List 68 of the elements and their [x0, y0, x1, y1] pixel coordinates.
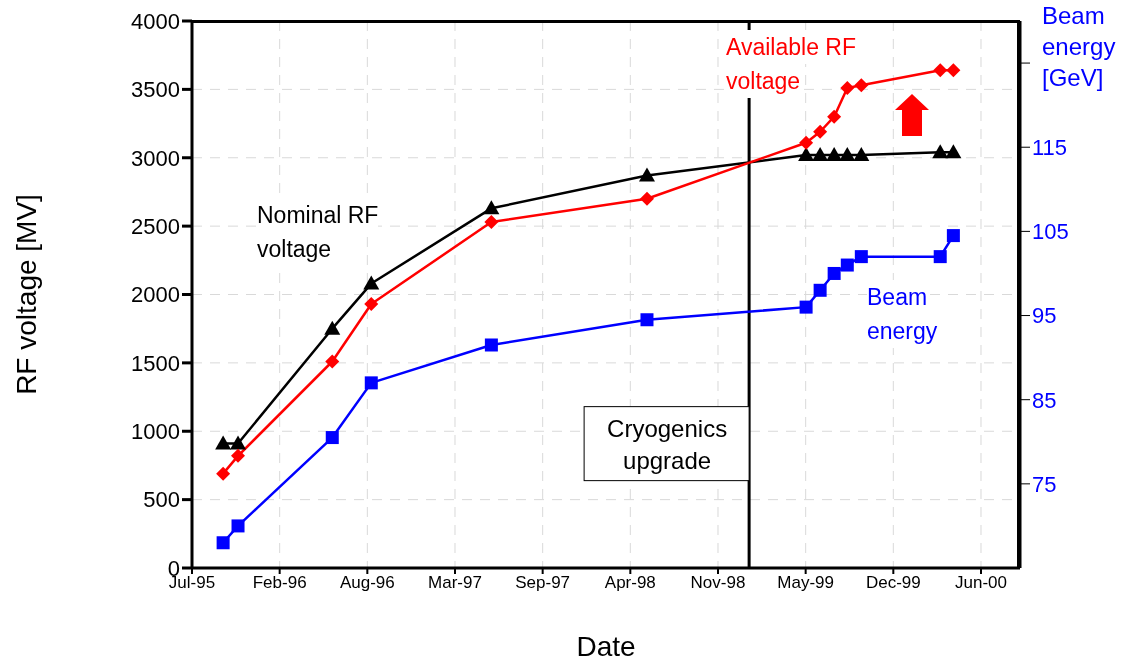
point: [483, 200, 500, 215]
y-axis-title: RF voltage [MV]: [10, 194, 42, 395]
point: [484, 215, 499, 230]
x-tick-label: Jun-00: [955, 573, 1007, 593]
point: [799, 300, 813, 314]
point: [640, 313, 654, 327]
point: [933, 250, 947, 264]
point: [325, 354, 340, 369]
point: [813, 283, 827, 297]
point: [364, 376, 378, 390]
x-tick-label: Mar-97: [428, 573, 482, 593]
point: [325, 431, 339, 445]
y-tick-label: 3500: [131, 77, 180, 103]
point: [813, 124, 828, 139]
point: [812, 147, 829, 162]
y2-tick-label: 105: [1032, 219, 1069, 245]
point: [799, 135, 814, 150]
point: [840, 258, 854, 272]
point: [230, 435, 247, 450]
point: [215, 435, 232, 450]
y-tick-label: 1500: [131, 350, 180, 376]
point: [827, 109, 842, 124]
point: [364, 297, 379, 312]
point: [798, 147, 815, 162]
x-tick-label: Aug-96: [339, 573, 395, 593]
y-tick-label: 1000: [131, 419, 180, 445]
point: [231, 519, 245, 533]
x-tick-label: Dec-99: [865, 573, 921, 593]
point: [946, 63, 961, 78]
point: [946, 229, 960, 243]
x-tick-label: May-99: [777, 573, 834, 593]
y2-tick-label: 95: [1032, 303, 1057, 329]
x-tick-label: Feb-96: [252, 573, 307, 593]
point: [827, 266, 841, 280]
y-tick-label: 500: [143, 487, 180, 513]
point: [231, 448, 246, 463]
y2-axis-title: Beam energy [GeV]: [1042, 1, 1117, 93]
point: [324, 320, 341, 335]
point: [840, 81, 855, 96]
point: [216, 536, 230, 550]
series-label: Available RF voltage: [726, 33, 856, 96]
point: [933, 63, 948, 78]
x-tick-label: Nov-98: [690, 573, 746, 593]
point: [932, 144, 949, 159]
point: [484, 338, 498, 352]
series-label: Beam energy: [867, 283, 938, 346]
y2-tick-label: 115: [1032, 135, 1068, 161]
y-tick-label: 2500: [131, 213, 180, 239]
x-tick-label: Apr-98: [604, 573, 656, 593]
point: [853, 147, 870, 162]
point: [854, 78, 869, 93]
point: [639, 191, 654, 206]
ref-line-label: Cryogenics upgrade: [607, 414, 728, 474]
point: [826, 147, 843, 162]
y-tick-label: 4000: [131, 8, 180, 34]
y2-tick-label: 75: [1032, 471, 1057, 497]
point: [854, 250, 868, 264]
x-tick-label: Sep-97: [515, 573, 571, 593]
x-axis-title: Date: [576, 631, 636, 662]
series-label: Nominal RF voltage: [257, 201, 379, 264]
point: [945, 144, 962, 159]
y-tick-label: 3000: [131, 145, 180, 171]
point: [216, 466, 231, 481]
point: [638, 167, 655, 182]
point: [363, 275, 380, 290]
y-tick-label: 2000: [131, 282, 180, 308]
point: [839, 147, 856, 162]
y2-tick-label: 85: [1032, 387, 1057, 413]
